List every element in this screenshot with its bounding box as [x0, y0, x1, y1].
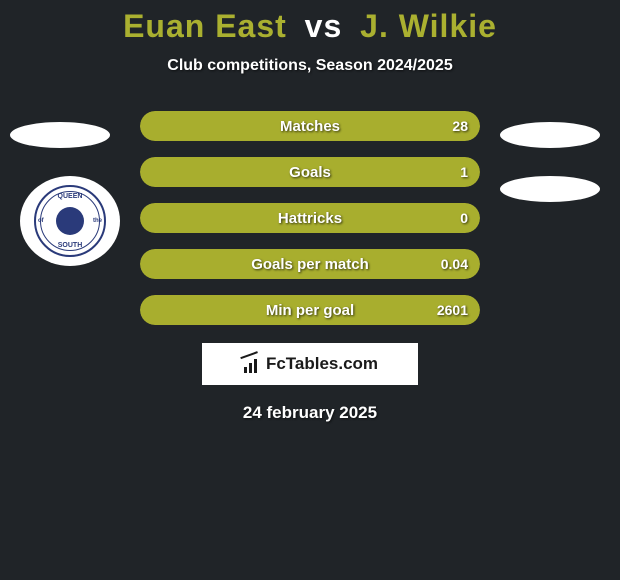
stat-bar: Hattricks0 [140, 203, 480, 233]
comparison-card: Euan East vs J. Wilkie Club competitions… [0, 0, 620, 423]
player2-name: J. Wilkie [360, 8, 497, 44]
right-ellipse-decor-1 [500, 122, 600, 148]
right-ellipse-decor-2 [500, 176, 600, 202]
stat-bar: Min per goal2601 [140, 295, 480, 325]
stat-bar: Goals1 [140, 157, 480, 187]
bar-value-right: 1 [460, 157, 468, 187]
bar-label: Hattricks [140, 203, 480, 233]
bar-label: Min per goal [140, 295, 480, 325]
subtitle: Club competitions, Season 2024/2025 [0, 57, 620, 75]
badge-text-top: QUEEN [36, 193, 104, 200]
stat-bar: Goals per match0.04 [140, 249, 480, 279]
bar-value-right: 28 [452, 111, 468, 141]
player1-name: Euan East [123, 8, 287, 44]
badge-text-left: of [38, 218, 44, 224]
left-ellipse-decor [10, 122, 110, 148]
brand-box: FcTables.com [202, 343, 418, 385]
bar-value-right: 0 [460, 203, 468, 233]
page-title: Euan East vs J. Wilkie [0, 8, 620, 45]
badge-center-icon [56, 207, 84, 235]
bar-value-right: 0.04 [441, 249, 468, 279]
date-text: 24 february 2025 [0, 403, 620, 423]
fctables-logo-icon [242, 355, 262, 373]
stat-bars: Matches28 Goals1 Hattricks0 Goals per match… [140, 111, 480, 325]
bar-label: Matches [140, 111, 480, 141]
bar-label: Goals [140, 157, 480, 187]
bar-value-right: 2601 [437, 295, 468, 325]
bar-label: Goals per match [140, 249, 480, 279]
badge-text-bottom: SOUTH [36, 242, 104, 249]
brand-text: FcTables.com [266, 354, 378, 374]
stat-bar: Matches28 [140, 111, 480, 141]
club-badge: QUEEN of the SOUTH [20, 176, 120, 266]
vs-text: vs [305, 8, 343, 44]
club-badge-inner: QUEEN of the SOUTH [34, 185, 106, 257]
badge-text-right: the [93, 218, 102, 224]
